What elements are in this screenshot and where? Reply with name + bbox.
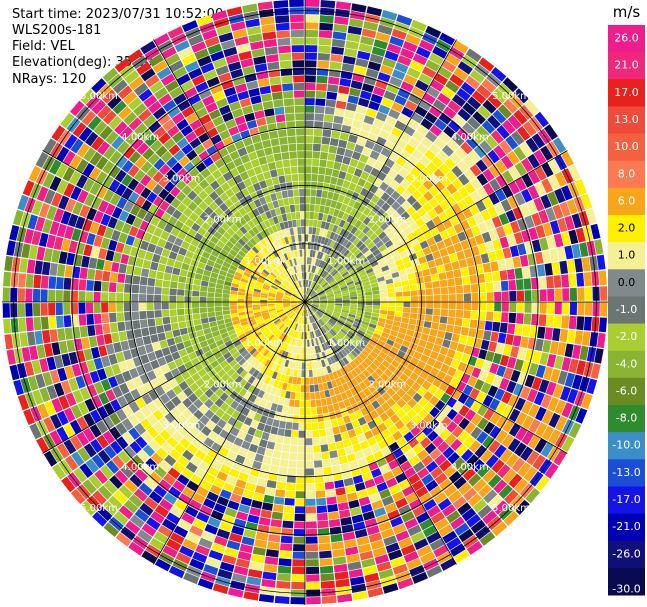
range-ring-label: 2.00km [204,215,242,226]
colorbar-bin [608,296,645,325]
range-ring-label: 1.00km [245,256,283,267]
range-ring-label: 2.00km [368,215,406,226]
range-ring-label: 3.00km [410,421,448,432]
colorbar-bin [608,269,645,297]
range-ring-label: 1.00km [327,256,365,267]
colorbar-bin [608,79,645,107]
range-ring-label: 5.00km [492,503,530,514]
instrument-label: WLS200s-181 [12,23,102,38]
colorbar-bin [608,52,645,80]
range-ring-label: 5.00km [492,91,530,102]
colorbar-tick-label: 1.0 [618,249,636,262]
colorbar-tick-label: 8.0 [618,167,636,180]
range-ring-label: 3.00km [410,173,448,184]
colorbar-tick-label: -26.0 [612,547,640,560]
range-ring-label: 2.00km [368,379,406,390]
colorbar-bin [608,133,645,162]
colorbar-bin [608,160,645,189]
azimuth-spoke [304,150,568,303]
gate-cells [3,19,575,551]
colorbar-tick-label: -6.0 [616,384,637,397]
range-ring-label: 1.00km [245,338,283,349]
colorbar-tick-label: 2.0 [618,222,636,235]
colorbar-bin [608,187,645,216]
colorbar-tick-label: -4.0 [616,357,637,370]
colorbar-bin [608,350,645,379]
range-ring-label: 4.00km [451,132,489,143]
colorbar-bin [608,323,645,352]
range-ring-label: 3.00km [162,173,200,184]
range-ring-label: 4.00km [121,132,159,143]
azimuth-spoke [42,150,306,303]
colorbar-tick-label: 6.0 [618,194,636,207]
colorbar-tick-label: 10.0 [614,140,639,153]
colorbar-tick-label: 0.0 [618,276,636,289]
azimuth-spoke [304,301,568,454]
colorbar-bin [608,215,645,243]
gate-cells [13,11,599,585]
colorbar-tick-label: -21.0 [612,520,640,533]
gate-cells [2,0,607,605]
range-ring-label: 4.00km [451,462,489,473]
colorbar-bin [608,25,645,53]
nrays-label: NRays: 120 [12,72,87,87]
colorbar-bin [608,242,645,270]
colorbar-tick-label: -13.0 [612,466,640,479]
field-label: Field: VEL [12,39,75,54]
colorbar-tick-label: -1.0 [616,303,637,316]
range-labels: 1.00km 1.00km 1.00km 1.00km 2.00km 2.00km 2.00… [80,91,530,514]
gate-cells [44,14,594,601]
colorbar-tick-label: 13.0 [614,113,639,126]
range-ring-label: 2.00km [204,379,242,390]
colorbar-tick-label: -10.0 [612,439,640,452]
start-time-label: Start time: 2023/07/31 10:52:00 [12,7,224,22]
colorbar-bin [608,513,645,542]
colorbar-bin [608,486,645,515]
range-grid [2,0,608,605]
range-ring-label: 4.00km [121,462,159,473]
colorbar: m/s 26.0 21.0 17.0 13.0 10.0 8.0 6.0 2.0 1.0 0.0 -1… [608,3,645,596]
colorbar-bin [608,377,645,406]
colorbar-tick-label: -8.0 [616,412,637,425]
azimuth-spoke [42,301,306,454]
azimuth-spoke [304,39,457,303]
range-ring-label: 5.00km [80,91,118,102]
colorbar-tick-label: -17.0 [612,493,640,506]
colorbar-bin [608,432,645,460]
colorbar-tick-label: -2.0 [616,330,637,343]
colorbar-tick-label: -30.0 [612,583,640,596]
azimuth-spoke [153,39,306,303]
range-ring-label: 3.00km [162,421,200,432]
radar-gates [2,0,608,605]
colorbar-tick-label: 26.0 [614,32,639,45]
range-ring-label: 5.00km [80,503,118,514]
gate-cells [2,3,604,597]
gate-cells [71,14,597,597]
azimuth-spoke [153,301,306,565]
range-ring-label: 1.00km [327,338,365,349]
gate-cells [28,16,608,582]
colorbar-tick-label: 17.0 [614,86,639,99]
colorbar-bin [608,106,645,135]
azimuth-spoke [304,301,457,565]
colorbar-bin [608,405,645,433]
colorbar-unit: m/s [613,3,641,21]
colorbar-tick-label: 21.0 [614,59,639,72]
colorbar-bin [608,540,645,569]
colorbar-bin [608,567,645,596]
colorbar-bin [608,459,645,487]
